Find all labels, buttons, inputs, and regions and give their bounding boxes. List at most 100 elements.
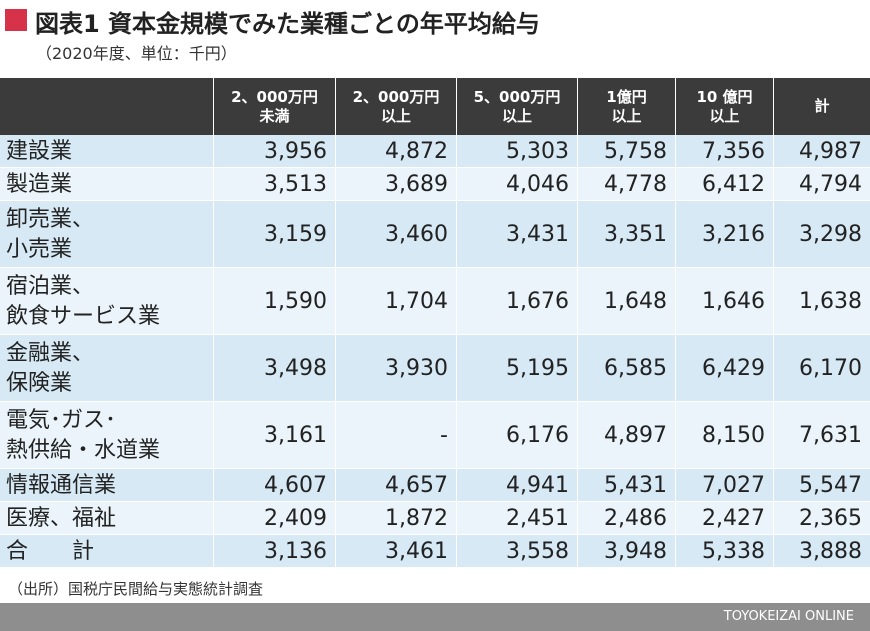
cell: 4,046: [456, 168, 577, 201]
cell: 3,461: [335, 535, 456, 568]
text-line: 6,176: [506, 423, 569, 448]
text-line: 3,956: [264, 139, 327, 164]
column-header: 1億円 以上: [577, 78, 675, 135]
cell: 4,872: [335, 135, 456, 168]
text-line: 3,948: [604, 539, 667, 564]
text-line: 3,216: [702, 222, 765, 247]
text-line: 製造業: [6, 171, 73, 197]
cell: -: [335, 402, 456, 469]
text-line: 1,872: [385, 506, 448, 531]
text-line: 7,631: [799, 423, 862, 448]
text-line: 電気･ガス･: [6, 407, 117, 433]
cell: 2,427: [675, 502, 773, 535]
text-line: 4,607: [264, 473, 327, 498]
text-line: 小売業: [6, 236, 73, 262]
cell: 5,303: [456, 135, 577, 168]
cell: 4,657: [335, 469, 456, 502]
cell: 8,150: [675, 402, 773, 469]
footer-bar: [0, 603, 870, 631]
cell: 3,161: [213, 402, 335, 469]
text-line: 1,638: [799, 289, 862, 314]
cell: 5,547: [773, 469, 870, 502]
text-line: 3,930: [385, 356, 448, 381]
cell: 3,431: [456, 201, 577, 268]
row-label: 卸売業、 小売業: [0, 201, 213, 268]
row-background: [0, 402, 870, 469]
row-background: [0, 135, 870, 168]
column-header: 5、000万円 以上: [456, 78, 577, 135]
text-line: 6,170: [799, 356, 862, 381]
text-line: 10 億円: [696, 87, 753, 106]
row-background: [0, 268, 870, 335]
column-header: 10 億円 以上: [675, 78, 773, 135]
text-line: 建設業: [6, 138, 73, 164]
row-label: 宿泊業、 飲食サービス業: [0, 268, 213, 335]
text-line: 以上: [501, 106, 532, 125]
text-line: 以上: [709, 106, 740, 125]
text-line: 宿泊業、: [6, 273, 95, 299]
table-header: [0, 78, 870, 135]
cell: 3,216: [675, 201, 773, 268]
title-marker: [5, 9, 27, 31]
cell: 1,590: [213, 268, 335, 335]
text-line: 4,778: [604, 172, 667, 197]
text-line: -: [440, 423, 448, 448]
column-header: 2、000万円 未満: [213, 78, 335, 135]
text-line: 3,298: [799, 222, 862, 247]
text-line: 5,758: [604, 139, 667, 164]
cell: 5,195: [456, 335, 577, 402]
title: 図表1 資本金規模でみた業種ごとの年平均給与: [35, 10, 540, 38]
text-line: 2,409: [264, 506, 327, 531]
text-line: 4,657: [385, 473, 448, 498]
text-line: 3,460: [385, 222, 448, 247]
text-line: 3,431: [506, 222, 569, 247]
cell: 6,170: [773, 335, 870, 402]
cell: 3,298: [773, 201, 870, 268]
cell: 3,689: [335, 168, 456, 201]
column-header: 2、000万円 以上: [335, 78, 456, 135]
cell: 4,897: [577, 402, 675, 469]
text-line: 1,676: [506, 289, 569, 314]
cell: 5,758: [577, 135, 675, 168]
text-line: 8,150: [702, 423, 765, 448]
row-background: [0, 535, 870, 568]
text-line: 7,356: [702, 139, 765, 164]
cell: 1,676: [456, 268, 577, 335]
cell: 2,365: [773, 502, 870, 535]
cell: 3,498: [213, 335, 335, 402]
cell: 7,356: [675, 135, 773, 168]
text-line: 3,888: [799, 539, 862, 564]
text-line: 3,513: [264, 172, 327, 197]
text-line: 3,159: [264, 222, 327, 247]
row-label: 医療、福祉: [0, 502, 213, 535]
row-label: 情報通信業: [0, 469, 213, 502]
cell: 4,941: [456, 469, 577, 502]
cell: 1,648: [577, 268, 675, 335]
text-line: 情報通信業: [6, 472, 117, 498]
text-line: 以上: [380, 106, 411, 125]
cell: 1,704: [335, 268, 456, 335]
cell: 5,431: [577, 469, 675, 502]
cell: 7,027: [675, 469, 773, 502]
text-line: 3,558: [506, 539, 569, 564]
cell: 2,486: [577, 502, 675, 535]
footer-brand: TOYOKEIZAI ONLINE: [723, 609, 854, 624]
text-line: 4,872: [385, 139, 448, 164]
cell: 3,948: [577, 535, 675, 568]
row-background: [0, 335, 870, 402]
text-line: 2,451: [506, 506, 569, 531]
text-line: 医療、福祉: [6, 505, 117, 531]
cell: 7,631: [773, 402, 870, 469]
cell: 3,159: [213, 201, 335, 268]
source: （出所）国税庁民間給与実態統計調査: [8, 580, 264, 598]
text-line: 1,704: [385, 289, 448, 314]
text-line: 金融業、: [6, 340, 95, 366]
row-background: [0, 201, 870, 268]
text-line: 5,303: [506, 139, 569, 164]
row-background: [0, 469, 870, 502]
cell: 4,778: [577, 168, 675, 201]
cell: 4,987: [773, 135, 870, 168]
row-label: 電気･ガス･ 熱供給・水道業: [0, 402, 213, 469]
text-line: 3,461: [385, 539, 448, 564]
cell: 4,607: [213, 469, 335, 502]
